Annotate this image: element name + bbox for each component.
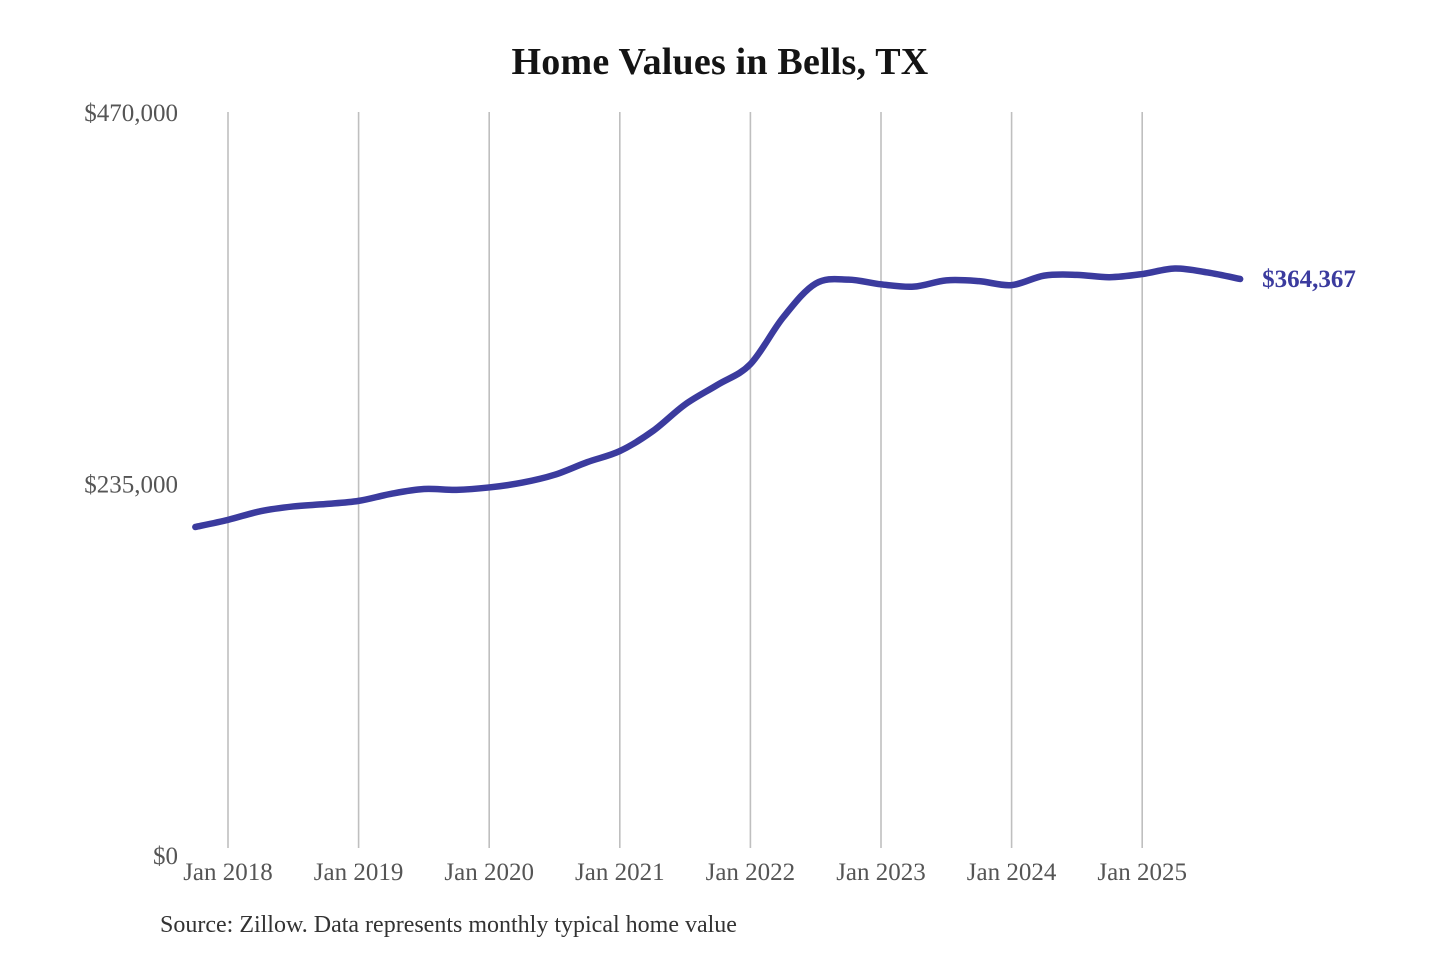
x-tick-label: Jan 2021 (575, 859, 665, 886)
y-axis-tick-labels: $0 $235,000 $470,000 (84, 100, 178, 870)
x-tick-label: Jan 2020 (444, 859, 534, 886)
y-tick-label: $235,000 (84, 472, 178, 499)
y-tick-label: $0 (153, 843, 178, 870)
y-tick-label: $470,000 (84, 100, 178, 127)
source-note: Source: Zillow. Data represents monthly … (160, 912, 737, 938)
x-axis-tick-labels: Jan 2018 Jan 2019 Jan 2020 Jan 2021 Jan 2022… (183, 859, 1187, 886)
gridlines (227, 112, 1143, 848)
x-tick-label: Jan 2022 (706, 859, 796, 886)
x-tick-label: Jan 2019 (314, 859, 404, 886)
chart-title: Home Values in Bells, TX (511, 41, 929, 83)
x-tick-label: Jan 2018 (183, 859, 273, 886)
x-tick-label: Jan 2025 (1097, 859, 1187, 886)
x-tick-label: Jan 2024 (967, 859, 1057, 886)
end-value-label: $364,367 (1262, 266, 1356, 293)
value-line-series (192, 265, 1244, 531)
x-tick-label: Jan 2023 (836, 859, 926, 886)
